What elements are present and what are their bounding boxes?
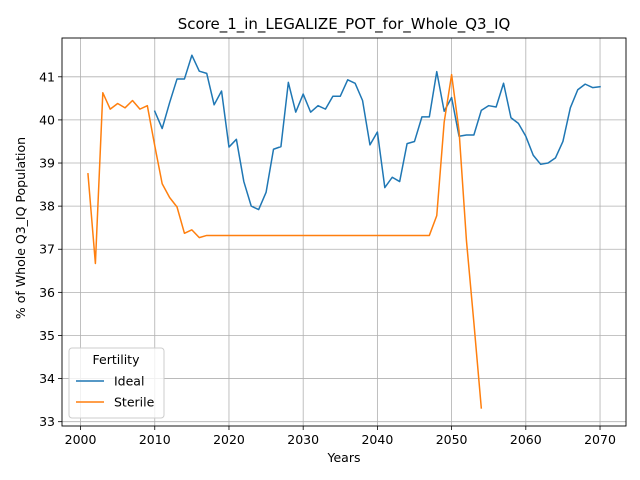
x-tick-label: 2030 <box>287 432 319 447</box>
legend-label-sterile: Sterile <box>114 395 155 410</box>
legend-label-ideal: Ideal <box>114 374 144 389</box>
y-axis: 33 34 35 36 37 38 39 40 41 <box>39 69 62 429</box>
y-tick-label: 40 <box>39 112 55 127</box>
grid <box>62 38 626 426</box>
x-tick-label: 2020 <box>213 432 245 447</box>
x-axis: 2000 2010 2020 2030 2040 2050 2060 2070 <box>65 426 616 447</box>
x-tick-label: 2040 <box>361 432 393 447</box>
y-tick-label: 41 <box>39 69 55 84</box>
series-line-ideal <box>153 54 601 211</box>
x-axis-label: Years <box>327 450 361 465</box>
x-tick-label: 2000 <box>65 432 97 447</box>
y-tick-label: 37 <box>39 242 55 257</box>
legend-box <box>68 347 165 419</box>
legend: Fertility Ideal Sterile <box>68 347 165 419</box>
series-line-sterile <box>87 73 483 409</box>
y-tick-label: 35 <box>39 328 55 343</box>
y-tick-label: 34 <box>39 371 55 386</box>
x-tick-label: 2010 <box>139 432 171 447</box>
x-tick-label: 2060 <box>510 432 542 447</box>
y-tick-label: 33 <box>39 414 55 429</box>
plot-frame <box>61 37 627 427</box>
y-tick-label: 36 <box>39 285 55 300</box>
y-axis-label: % of Whole Q3_IQ Population <box>13 137 28 319</box>
series-layer <box>87 54 601 409</box>
y-tick-label: 39 <box>39 156 55 171</box>
x-tick-label: 2070 <box>584 432 616 447</box>
y-tick-label: 38 <box>39 199 55 214</box>
legend-title: Fertility <box>93 352 141 367</box>
chart-title: Score_1_in_LEGALIZE_POT_for_Whole_Q3_IQ <box>178 15 511 34</box>
x-tick-label: 2050 <box>436 432 468 447</box>
